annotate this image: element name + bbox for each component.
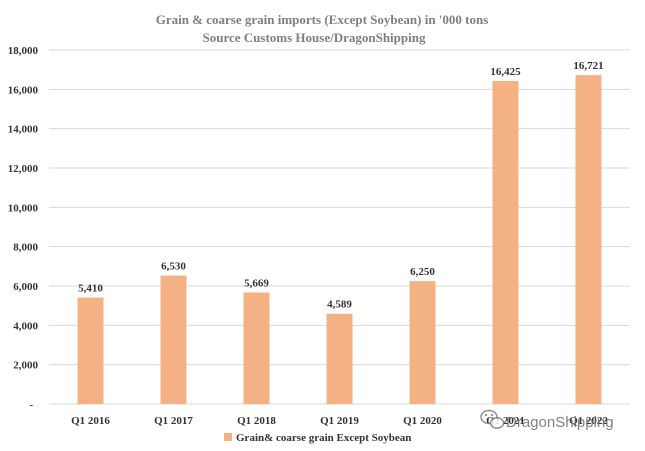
chart-title: Grain & coarse grain imports (Except Soy…: [156, 12, 489, 27]
bars: [77, 75, 602, 405]
y-axis: - 2,000 4,000 6,000 8,000 10,000 12,000 14,000 1…: [8, 45, 39, 411]
y-tick-label: 12,000: [8, 163, 39, 175]
y-tick-label: 4,000: [13, 320, 38, 332]
y-tick-label: 8,000: [13, 242, 38, 254]
bar: [575, 75, 602, 405]
y-tick-label: 10,000: [8, 202, 39, 214]
y-tick-label: 14,000: [8, 124, 39, 136]
bar: [160, 275, 187, 404]
y-tick-label: 2,000: [13, 360, 38, 372]
bar: [326, 313, 353, 404]
x-tick-label: Q1 2020: [403, 415, 442, 427]
data-label: 5,410: [78, 283, 103, 295]
data-label: 6,530: [161, 261, 186, 273]
data-label: 16,721: [573, 60, 603, 72]
legend-swatch: [224, 433, 232, 441]
gridlines: [49, 49, 630, 405]
bar: [243, 292, 270, 404]
watermark-text: DragonShipping: [506, 414, 614, 431]
x-axis: Q1 2016 Q1 2017 Q1 2018 Q1 2019 Q1 2020 Q1 20…: [71, 415, 608, 427]
legend-label: Grain& coarse grain Except Soybean: [236, 432, 411, 444]
y-tick-label: 18,000: [8, 45, 39, 57]
bar: [409, 281, 436, 404]
y-tick-label: -: [29, 399, 33, 411]
data-label: 4,589: [327, 299, 352, 311]
data-labels: 5,410 6,530 5,669 4,589 6,250 16,425 16,721: [78, 60, 604, 311]
data-label: 6,250: [410, 266, 435, 278]
y-tick-label: 6,000: [13, 281, 38, 293]
wechat-icon: [480, 409, 505, 429]
data-label: 16,425: [490, 66, 521, 78]
x-tick-label: Q1 2019: [320, 415, 359, 427]
bar: [492, 80, 519, 404]
x-tick-label: Q1 2022: [569, 415, 608, 427]
y-tick-label: 16,000: [8, 84, 39, 96]
legend: Grain& coarse grain Except Soybean: [224, 432, 411, 444]
data-label: 5,669: [244, 278, 269, 290]
x-tick-label: Q1 2016: [71, 415, 110, 427]
chart-subtitle: Source Customs House/DragonShipping: [203, 30, 426, 45]
x-tick-label: Q1 2018: [237, 415, 276, 427]
x-tick-label: Q1 2017: [154, 415, 193, 427]
bar: [77, 297, 104, 404]
watermark: DragonShipping: [480, 409, 614, 431]
